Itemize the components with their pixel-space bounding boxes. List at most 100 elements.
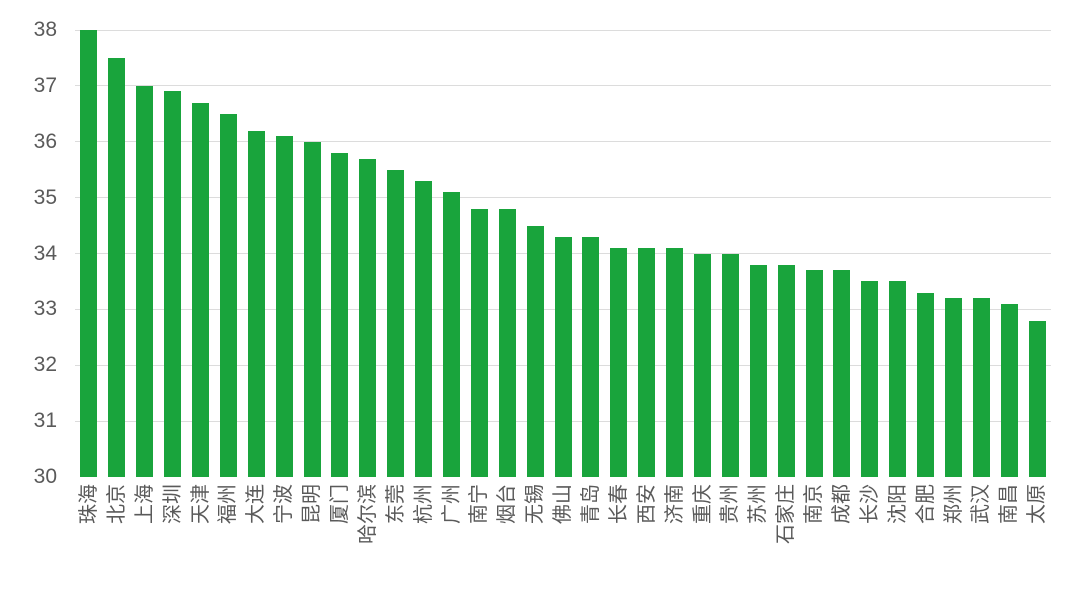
bar-合肥 <box>917 292 935 477</box>
x-tick-label: 合肥 <box>914 484 937 524</box>
x-tick-cell: 成都 <box>828 484 856 544</box>
x-tick-cell: 太原 <box>1023 484 1051 544</box>
x-tick-cell: 深圳 <box>159 484 187 544</box>
bar-上海 <box>136 85 154 477</box>
bar-重庆 <box>694 253 712 477</box>
bar-cell <box>298 30 326 477</box>
x-tick-cell: 烟台 <box>493 484 521 544</box>
x-tick-cell: 长春 <box>605 484 633 544</box>
bar-大连 <box>247 130 265 477</box>
bar-长沙 <box>861 281 879 477</box>
bar-cell <box>912 30 940 477</box>
x-tick-label: 天津 <box>189 484 212 524</box>
x-tick-label: 昆明 <box>301 484 324 524</box>
bar-西安 <box>638 247 656 477</box>
x-tick-cell: 昆明 <box>298 484 326 544</box>
x-tick-cell: 杭州 <box>410 484 438 544</box>
bar-cell <box>354 30 382 477</box>
bar-cell <box>131 30 159 477</box>
bar-苏州 <box>749 264 767 477</box>
x-tick-label: 大连 <box>245 484 268 524</box>
gridline <box>75 197 1051 199</box>
bar-太原 <box>1028 320 1046 477</box>
bar-cell <box>995 30 1023 477</box>
x-tick-label: 成都 <box>830 484 853 524</box>
x-tick-label: 哈尔滨 <box>356 484 379 544</box>
x-tick-cell: 东莞 <box>382 484 410 544</box>
bar-郑州 <box>945 298 963 477</box>
bar-cell <box>410 30 438 477</box>
bar-cell <box>465 30 493 477</box>
x-tick-label: 佛山 <box>552 484 575 524</box>
x-tick-cell: 哈尔滨 <box>354 484 382 544</box>
bars-row <box>75 30 1051 477</box>
y-tick-label: 30 <box>33 465 57 488</box>
bar-cell <box>75 30 103 477</box>
bar-无锡 <box>526 225 544 477</box>
x-tick-cell: 宁波 <box>270 484 298 544</box>
x-tick-label: 无锡 <box>524 484 547 524</box>
x-tick-cell: 南昌 <box>995 484 1023 544</box>
x-tick-cell: 天津 <box>187 484 215 544</box>
bar-cell <box>270 30 298 477</box>
bar-cell <box>159 30 187 477</box>
bar-天津 <box>192 102 209 477</box>
bar-cell <box>326 30 354 477</box>
bar-cell <box>772 30 800 477</box>
y-tick-label: 31 <box>33 409 57 433</box>
x-tick-label: 北京 <box>105 484 128 524</box>
x-tick-cell: 佛山 <box>549 484 577 544</box>
x-tick-label: 济南 <box>663 484 686 524</box>
x-tick-label: 武汉 <box>970 484 993 524</box>
bar-长春 <box>610 247 628 477</box>
x-tick-cell: 长沙 <box>856 484 884 544</box>
x-tick-label: 上海 <box>133 484 156 524</box>
gridline <box>75 29 1051 31</box>
x-tick-cell: 武汉 <box>968 484 996 544</box>
bar-cell <box>187 30 215 477</box>
bar-佛山 <box>554 236 572 477</box>
bar-北京 <box>108 57 126 477</box>
x-tick-cell: 北京 <box>103 484 131 544</box>
bar-cell <box>549 30 577 477</box>
bar-南昌 <box>1000 303 1018 477</box>
bar-哈尔滨 <box>359 158 377 477</box>
x-tick-label: 长春 <box>607 484 630 524</box>
x-tick-label: 厦门 <box>328 484 351 524</box>
x-tick-cell: 济南 <box>661 484 689 544</box>
bar-石家庄 <box>777 264 795 477</box>
x-tick-cell: 厦门 <box>326 484 354 544</box>
x-tick-label: 深圳 <box>161 484 184 524</box>
y-tick-label: 37 <box>33 73 57 97</box>
x-tick-cell: 合肥 <box>912 484 940 544</box>
x-tick-cell: 苏州 <box>744 484 772 544</box>
x-tick-cell: 青岛 <box>577 484 605 544</box>
x-tick-label: 东莞 <box>384 484 407 524</box>
x-tick-cell: 贵州 <box>716 484 744 544</box>
x-tick-cell: 南宁 <box>465 484 493 544</box>
x-tick-label: 烟台 <box>496 484 519 524</box>
x-tick-cell: 重庆 <box>689 484 717 544</box>
x-tick-label: 珠海 <box>77 484 100 524</box>
bar-济南 <box>666 247 684 477</box>
y-tick-label: 35 <box>33 185 57 209</box>
x-tick-label: 广州 <box>440 484 463 524</box>
bar-cell <box>689 30 717 477</box>
bar-烟台 <box>498 208 516 477</box>
x-tick-cell: 福州 <box>214 484 242 544</box>
bar-cell <box>214 30 242 477</box>
bar-cell <box>940 30 968 477</box>
bar-贵州 <box>721 253 739 477</box>
x-tick-cell: 广州 <box>438 484 466 544</box>
x-tick-label: 苏州 <box>747 484 770 524</box>
x-tick-label: 宁波 <box>273 484 296 524</box>
bar-cell <box>242 30 270 477</box>
x-tick-label: 长沙 <box>858 484 881 524</box>
x-tick-label: 西安 <box>635 484 658 524</box>
bar-cell <box>828 30 856 477</box>
x-tick-label: 南京 <box>803 484 826 524</box>
x-tick-label: 南宁 <box>468 484 491 524</box>
bar-昆明 <box>303 141 321 477</box>
bar-武汉 <box>972 298 990 477</box>
